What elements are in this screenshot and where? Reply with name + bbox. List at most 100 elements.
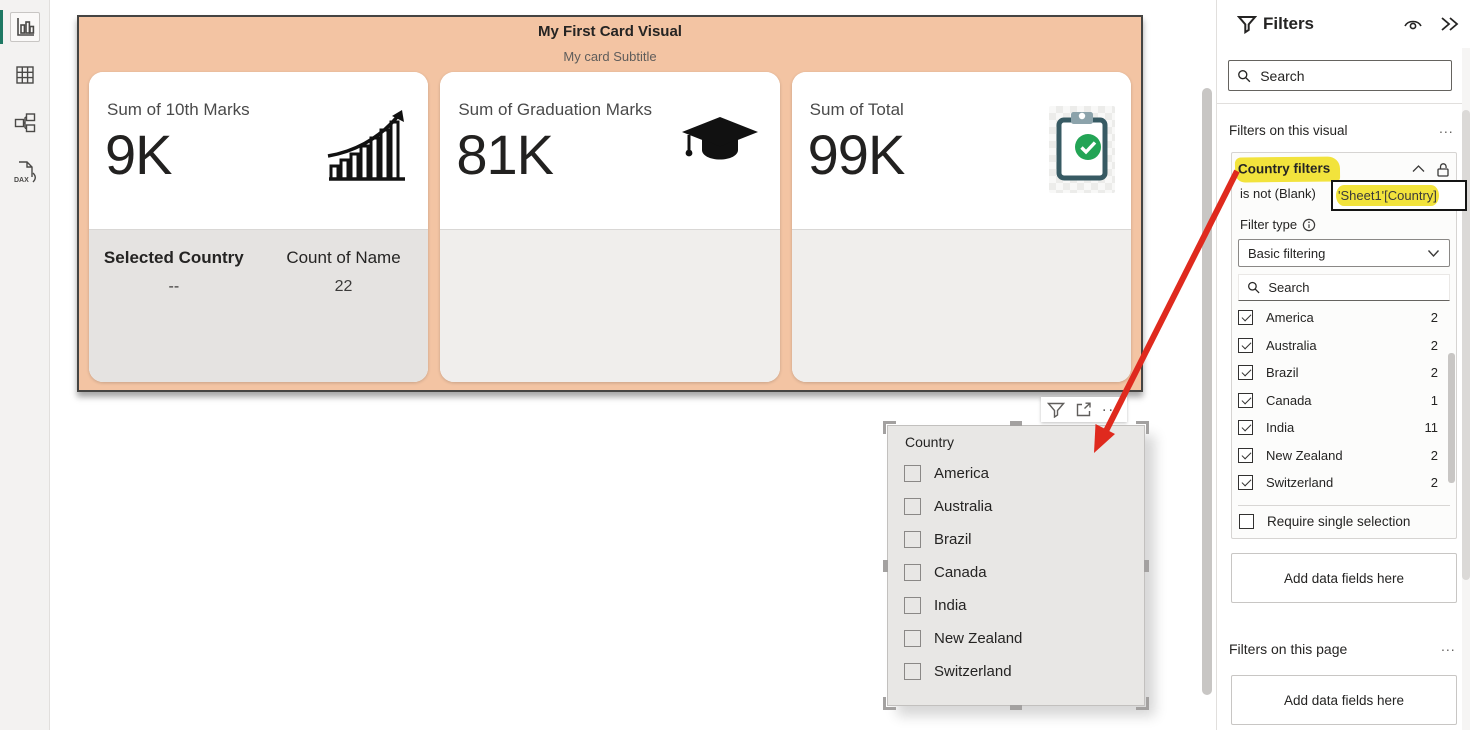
kpi-card-graduation-marks[interactable]: Sum of Graduation Marks 81K	[440, 72, 780, 382]
dax-query-view-button[interactable]: DAX	[10, 158, 40, 188]
slicer-item-america[interactable]: America	[904, 457, 1134, 490]
filter-values-search-input[interactable]	[1268, 280, 1441, 295]
kpi-card-total[interactable]: Sum of Total 99K	[791, 72, 1131, 382]
kpi-value: 9K	[105, 123, 172, 186]
divider	[1238, 505, 1450, 506]
bar-chart-icon	[17, 18, 35, 36]
kpi-label: Sum of Total	[809, 100, 904, 119]
detail-count-of-name: Count of Name 22	[286, 248, 401, 295]
report-canvas: My First Card Visual My card Subtitle Su…	[50, 0, 1216, 730]
pane-scrollbar-thumb[interactable]	[1462, 110, 1470, 580]
slicer-item-switzerland[interactable]: Switzerland	[904, 655, 1134, 688]
section-filters-on-this-visual: Filters on this visual	[1229, 123, 1348, 138]
kpi-card-10th-marks[interactable]: Sum of 10th Marks 9K	[89, 72, 429, 382]
collapse-pane-icon[interactable]	[1439, 15, 1459, 33]
checkbox-unchecked[interactable]	[904, 564, 921, 581]
yellow-highlight: Country filters	[1234, 155, 1341, 183]
filters-pane-header: Filters	[1217, 0, 1470, 50]
table-icon	[16, 66, 34, 84]
section-more-options[interactable]: ...	[1441, 638, 1456, 654]
filter-value-new-zealand[interactable]: New Zealand 2	[1238, 442, 1450, 470]
field-tooltip: 'Sheet1'[Country]	[1331, 180, 1467, 211]
value-count: 1	[1430, 392, 1438, 408]
filter-funnel-icon[interactable]	[1047, 402, 1065, 418]
filter-type-dropdown[interactable]: Basic filtering	[1238, 239, 1450, 267]
slicer-header-toolbar: ...	[1041, 397, 1128, 422]
filters-search-input[interactable]	[1260, 67, 1443, 84]
filter-value-australia[interactable]: Australia 2	[1238, 332, 1450, 360]
checkbox-checked[interactable]	[1238, 392, 1253, 408]
filter-card-title: Country filters	[1237, 160, 1331, 177]
slicer-item-australia[interactable]: Australia	[904, 490, 1134, 523]
eye-icon[interactable]	[1403, 17, 1423, 32]
slicer-header: Country	[905, 434, 955, 450]
filters-funnel-icon	[1237, 16, 1257, 34]
country-filter-card: Country filters is not (Blank) Filter ty…	[1231, 152, 1457, 539]
resize-handle[interactable]	[1010, 705, 1022, 710]
filters-pane: Filters Filters on this visual ... Count…	[1216, 0, 1470, 730]
canvas-vertical-scrollbar[interactable]	[1202, 88, 1212, 695]
resize-handle[interactable]	[883, 421, 896, 434]
value-count: 2	[1430, 310, 1438, 326]
add-data-fields-page-dropzone[interactable]: Add data fields here	[1231, 675, 1457, 725]
filter-value-switzerland[interactable]: Switzerland 2	[1238, 469, 1450, 497]
slicer-item-india[interactable]: India	[904, 589, 1134, 622]
resize-handle[interactable]	[1136, 421, 1149, 434]
slicer-item-new-zealand[interactable]: New Zealand	[904, 622, 1134, 655]
kpi-label: Sum of Graduation Marks	[458, 100, 653, 119]
dax-document-icon: DAX	[14, 161, 36, 184]
resize-handle[interactable]	[1010, 421, 1022, 426]
filter-value-india[interactable]: India 11	[1238, 414, 1450, 442]
slicer-item-brazil[interactable]: Brazil	[904, 523, 1134, 556]
filter-value-america[interactable]: America 2	[1238, 304, 1450, 332]
focus-mode-icon[interactable]	[1075, 402, 1092, 418]
visual-title: My First Card Visual	[538, 23, 682, 40]
checkbox-unchecked[interactable]	[904, 531, 921, 548]
search-icon	[1238, 69, 1251, 82]
checkbox-unchecked[interactable]	[904, 663, 921, 680]
resize-handle[interactable]	[1136, 697, 1149, 710]
kpi-value: 99K	[807, 123, 906, 186]
checkbox-checked[interactable]	[1238, 475, 1253, 491]
resize-handle[interactable]	[1144, 559, 1149, 572]
require-single-selection[interactable]: Require single selection	[1239, 514, 1410, 529]
card-visual[interactable]: My First Card Visual My card Subtitle Su…	[77, 15, 1143, 392]
unlock-icon[interactable]	[1436, 162, 1450, 177]
slicer-item-canada[interactable]: Canada	[904, 556, 1134, 589]
info-icon[interactable]	[1302, 218, 1316, 232]
filter-condition: is not (Blank)	[1240, 186, 1316, 201]
visual-subtitle: My card Subtitle	[563, 49, 657, 64]
report-view-button[interactable]	[10, 12, 40, 42]
detail-selected-country: Selected Country --	[103, 248, 244, 295]
section-more-options[interactable]: ...	[1439, 120, 1454, 136]
filter-list-scrollbar[interactable]	[1448, 353, 1455, 483]
checkbox-unchecked[interactable]	[904, 498, 921, 515]
model-view-button[interactable]	[10, 108, 40, 138]
country-slicer[interactable]: Country America Australia Brazil Canada	[883, 421, 1149, 710]
graduation-cap-icon	[680, 116, 760, 177]
search-icon	[1248, 281, 1260, 294]
checkbox-checked[interactable]	[1238, 310, 1253, 326]
checkbox-checked[interactable]	[1238, 365, 1253, 381]
checkbox-checked[interactable]	[1238, 447, 1253, 463]
filter-value-brazil[interactable]: Brazil 2	[1238, 359, 1450, 387]
checkbox-checked[interactable]	[1238, 337, 1253, 353]
resize-handle[interactable]	[883, 559, 888, 572]
growth-chart-icon	[326, 108, 408, 187]
view-switcher-rail: DAX	[0, 0, 50, 730]
filter-value-canada[interactable]: Canada 1	[1238, 387, 1450, 415]
more-options-icon[interactable]: ...	[1102, 397, 1122, 415]
checkbox-checked[interactable]	[1238, 420, 1253, 436]
table-view-button[interactable]	[10, 60, 40, 90]
resize-handle[interactable]	[883, 697, 896, 710]
filters-pane-title: Filters	[1263, 14, 1315, 33]
checkbox-unchecked[interactable]	[904, 465, 921, 482]
add-data-fields-visual-dropzone[interactable]: Add data fields here	[1231, 553, 1457, 603]
filter-values-search-box[interactable]	[1238, 274, 1450, 301]
filters-search-box[interactable]	[1228, 60, 1452, 91]
kpi-value: 81K	[456, 123, 554, 186]
checkbox-unchecked[interactable]	[904, 597, 921, 614]
checkbox-unchecked[interactable]	[904, 630, 921, 647]
chevron-up-icon[interactable]	[1411, 162, 1426, 176]
checkbox-unchecked[interactable]	[1239, 514, 1254, 529]
